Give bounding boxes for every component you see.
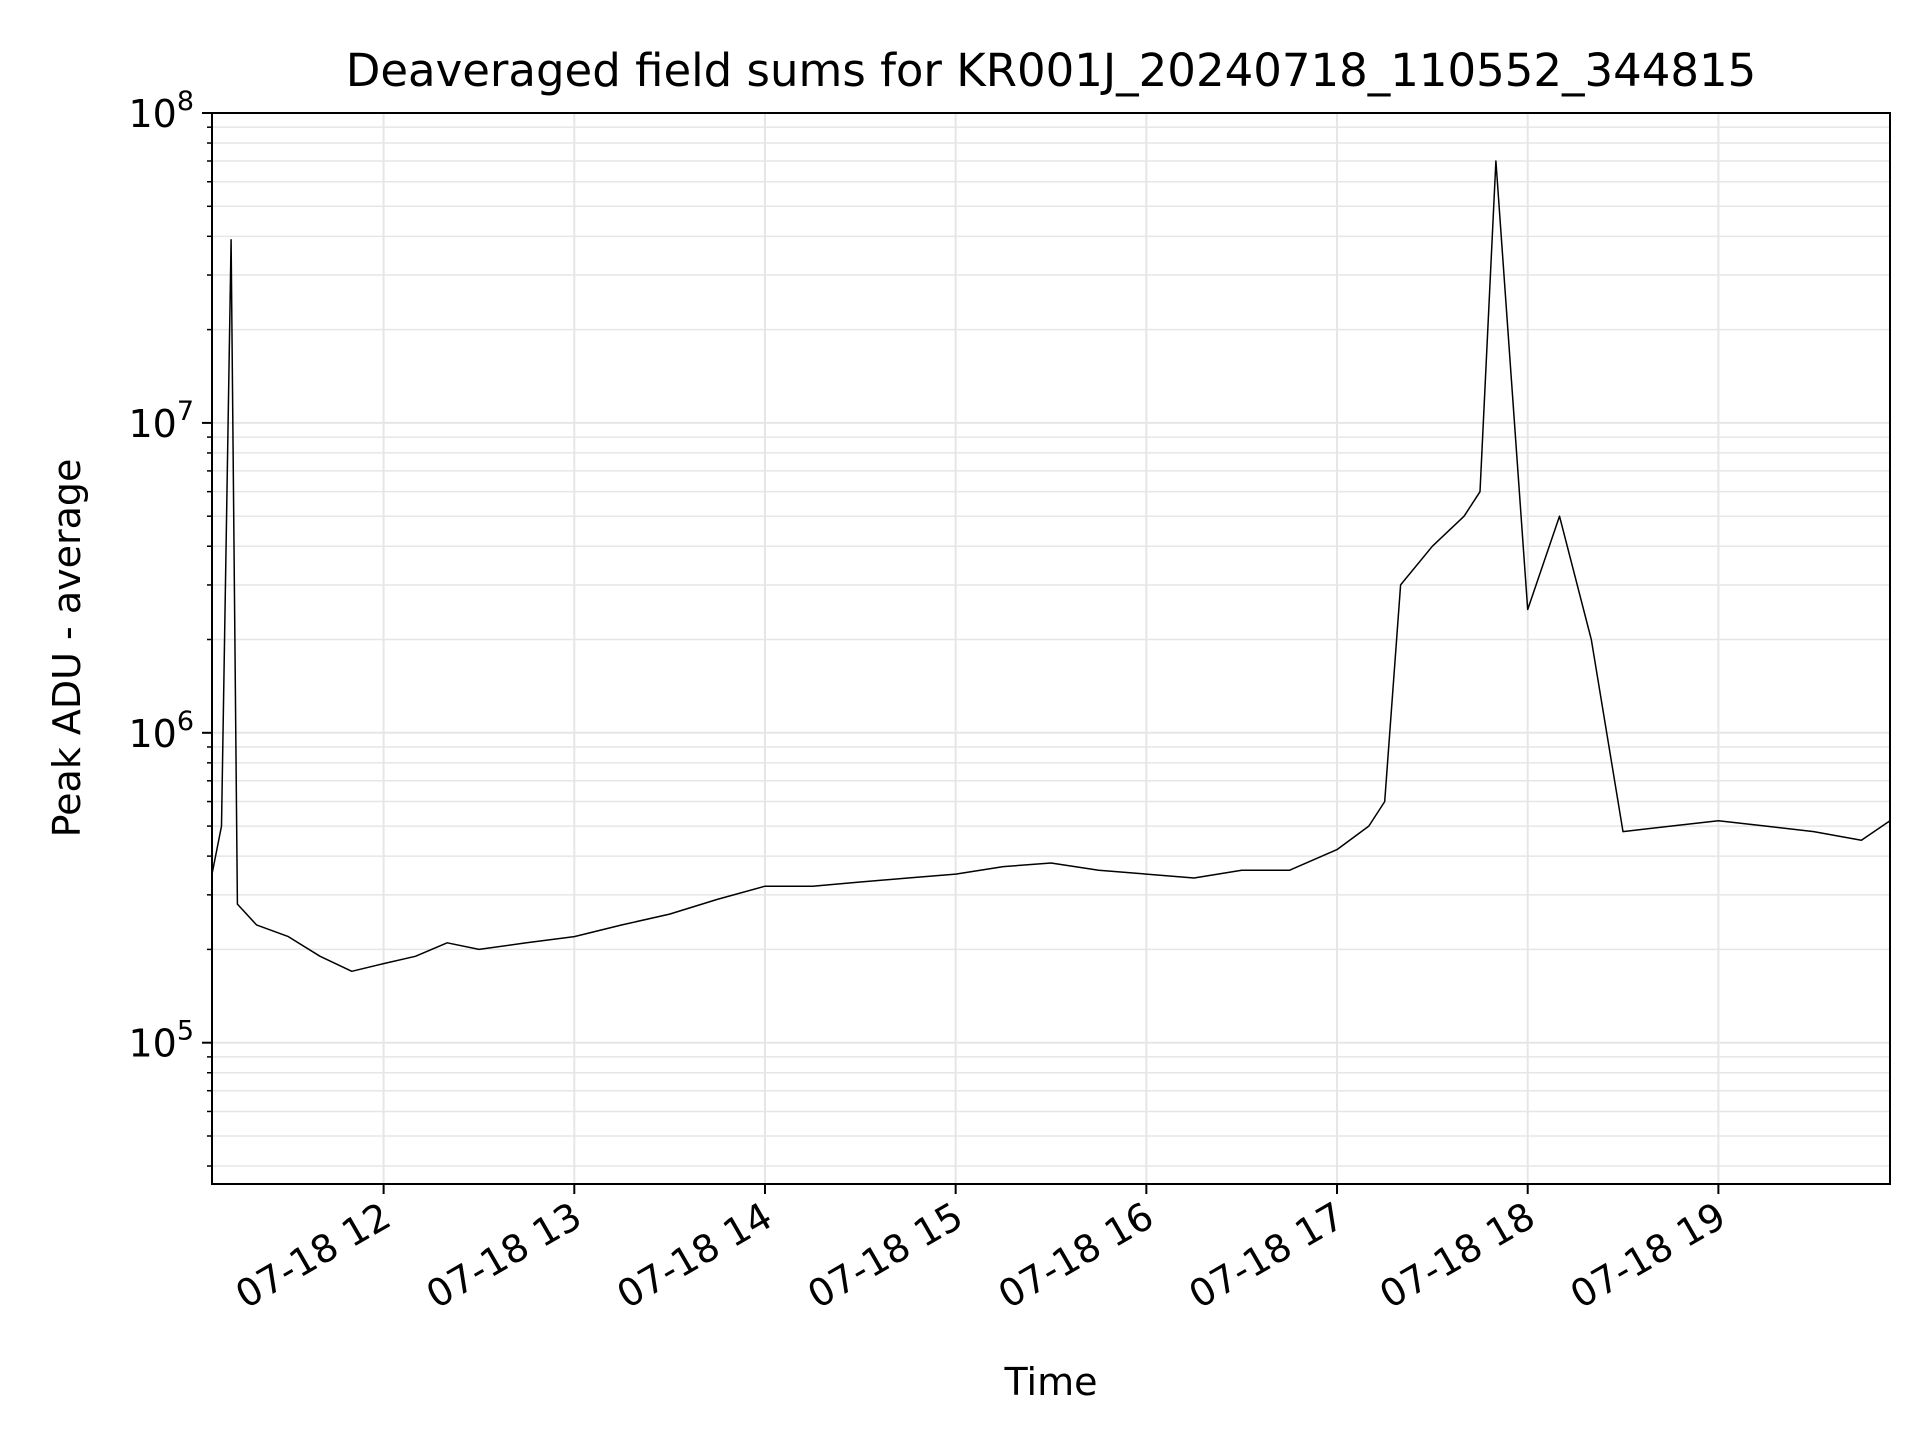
y-tick-label: 108 [128,86,194,136]
y-tick-label: 106 [128,706,194,756]
plot-area [211,112,1891,1185]
y-axis-label: Peak ADU - average [45,459,89,838]
chart-title: Deaveraged field sums for KR001J_2024071… [346,44,1757,97]
series-layer [211,160,1891,973]
y-tick-label: 107 [128,396,194,446]
y-tick-label: 105 [128,1016,194,1066]
series-line [211,160,1891,973]
grid [212,112,1890,1184]
x-axis-label: Time [1004,1360,1098,1404]
